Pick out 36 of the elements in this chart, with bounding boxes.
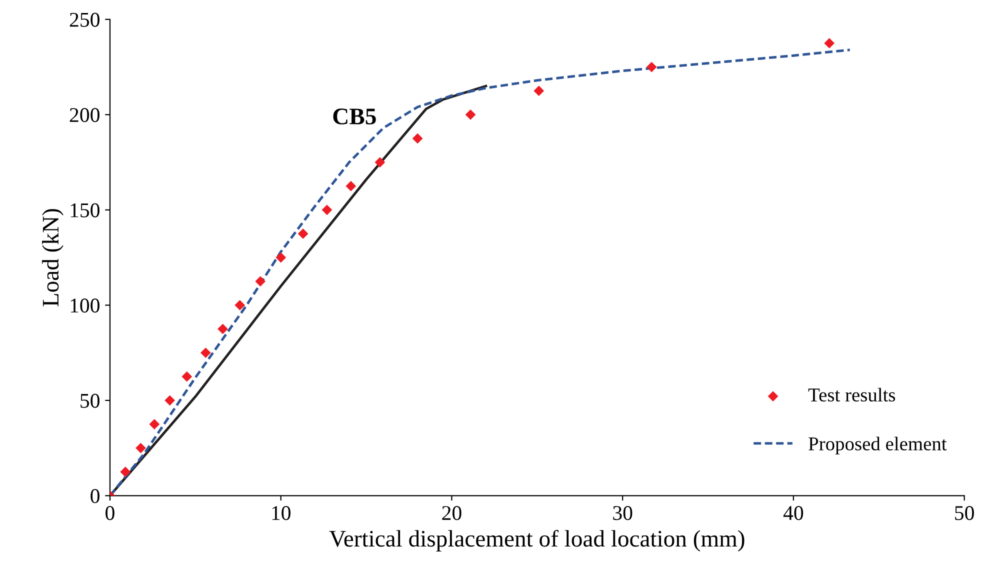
annotation: CB5 <box>333 108 376 124</box>
point <box>276 252 286 263</box>
point <box>534 86 544 96</box>
x-axis-title: Vertical displacement of load location (mm) <box>329 530 744 552</box>
point <box>218 324 228 334</box>
x-tick-label: 20 <box>442 506 462 520</box>
point <box>412 133 423 144</box>
y-axis-title: Load (kN) <box>42 209 64 306</box>
legend-label: Proposed element <box>808 436 947 454</box>
x-tick-label: 50 <box>955 506 974 520</box>
x-tick-label: 10 <box>272 506 290 520</box>
y-tick-label: 0 <box>90 489 100 504</box>
point <box>200 348 211 358</box>
point <box>298 228 308 239</box>
point <box>120 466 131 478</box>
x-tick-label: 40 <box>783 506 804 520</box>
point <box>346 180 356 192</box>
point <box>136 442 146 454</box>
point <box>255 276 266 287</box>
point <box>824 38 835 48</box>
y-tick-label: 200 <box>70 108 100 122</box>
point <box>164 395 175 406</box>
x-tick-label: 30 <box>613 506 632 520</box>
legend-label: Test results <box>808 388 896 402</box>
point <box>182 371 192 382</box>
y-tick-label: 250 <box>70 12 100 27</box>
y-tick-label: 150 <box>70 203 100 218</box>
point <box>149 419 160 430</box>
x-tick-label: 0 <box>106 506 114 520</box>
point <box>465 109 476 120</box>
point <box>234 300 246 310</box>
point <box>322 204 332 216</box>
y-tick-label: 50 <box>80 394 100 408</box>
point <box>374 157 386 168</box>
y-tick-label: 100 <box>70 298 100 313</box>
point <box>646 62 657 72</box>
